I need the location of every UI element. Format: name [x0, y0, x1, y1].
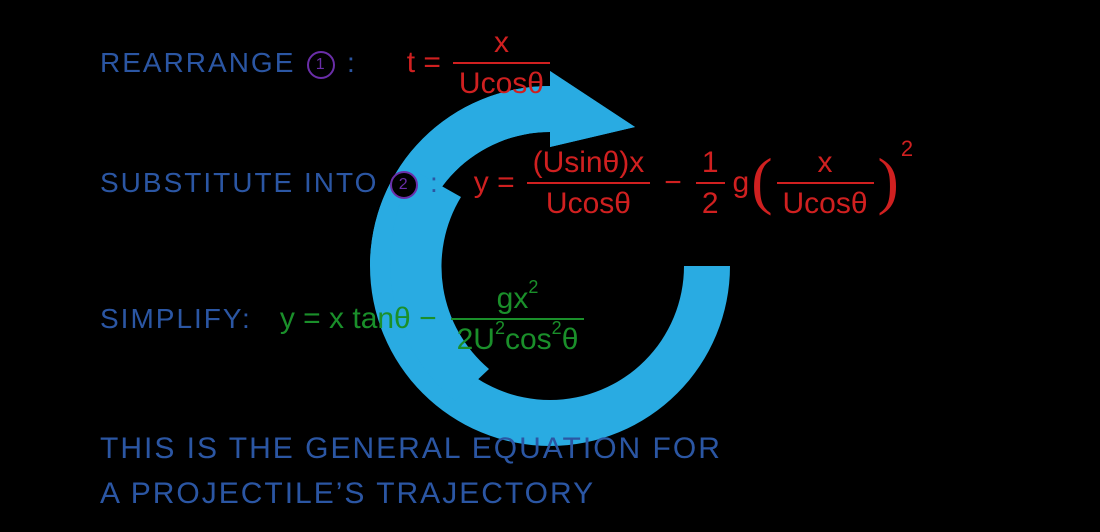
eq1-lhs: t = [407, 46, 441, 80]
label-rearrange-colon: : [347, 47, 357, 78]
eq3-num-a: gx [497, 282, 529, 315]
eq3-num-exp: 2 [528, 277, 538, 297]
eq3-den-e2: 2 [552, 318, 562, 338]
eq2-lparen: ( [751, 165, 772, 197]
row-substitute: SUBSTITUTE INTO 2 : y = (Usinθ)x Ucosθ −… [100, 146, 913, 220]
eq2-t1-den: Ucosθ [540, 187, 637, 220]
eq2-half-num: 1 [696, 146, 725, 179]
eq2-half: 1 2 [696, 146, 725, 220]
eq2-half-den: 2 [696, 187, 725, 220]
eq3-den: 2U2cos2θ [451, 323, 585, 356]
row-simplify: SIMPLIFY: y = x tanθ − gx2 2U2cos2θ [100, 282, 588, 356]
eq2-p-den: Ucosθ [777, 187, 874, 220]
label-rearrange-pre: REARRANGE [100, 47, 295, 78]
eq1-den: Ucosθ [453, 67, 550, 100]
eq2-p-num: x [812, 146, 839, 179]
eq-simplify: y = x tanθ − gx2 2U2cos2θ [280, 282, 589, 356]
label-rearrange: REARRANGE 1 : [100, 47, 357, 79]
eq2-t1-num: (Usinθ)x [527, 146, 651, 179]
label-simplify: SIMPLIFY: [100, 303, 252, 335]
watermark-swirl [335, 51, 765, 481]
circled-2: 2 [390, 171, 418, 199]
circled-1: 1 [307, 51, 335, 79]
eq2-lhs: y = [474, 166, 515, 200]
conclusion-line2: A PROJECTILE’S TRAJECTORY [100, 471, 722, 516]
eq2-paren-frac: x Ucosθ [777, 146, 874, 220]
eq1-num: x [488, 26, 515, 59]
eq3-den-b: cos [505, 323, 552, 356]
eq2-exp: 2 [901, 136, 913, 162]
eq-rearrange: t = x Ucosθ [407, 26, 554, 100]
eq2-g: g [733, 166, 750, 200]
eq3-den-e1: 2 [495, 318, 505, 338]
row-rearrange: REARRANGE 1 : t = x Ucosθ [100, 26, 554, 100]
label-substitute-pre: SUBSTITUTE INTO [100, 167, 378, 198]
eq3-den-a: 2U [457, 323, 495, 356]
eq3-num: gx2 [491, 282, 545, 315]
eq1-frac: x Ucosθ [453, 26, 550, 100]
eq3-den-c: θ [562, 323, 579, 356]
label-substitute-colon: : [430, 167, 440, 198]
conclusion-text: THIS IS THE GENERAL EQUATION FOR A PROJE… [100, 426, 722, 516]
eq3-lhs: y = x tanθ − [280, 302, 437, 336]
eq2-paren-group: ( x Ucosθ ) 2 [751, 146, 913, 220]
eq2-rparen: ) [878, 165, 899, 197]
conclusion-line1: THIS IS THE GENERAL EQUATION FOR [100, 426, 722, 471]
eq-substitute: y = (Usinθ)x Ucosθ − 1 2 g [474, 146, 913, 220]
eq3-frac: gx2 2U2cos2θ [451, 282, 585, 356]
label-substitute: SUBSTITUTE INTO 2 : [100, 167, 440, 199]
eq2-term1: (Usinθ)x Ucosθ [527, 146, 651, 220]
eq2-minus: − [664, 166, 682, 200]
